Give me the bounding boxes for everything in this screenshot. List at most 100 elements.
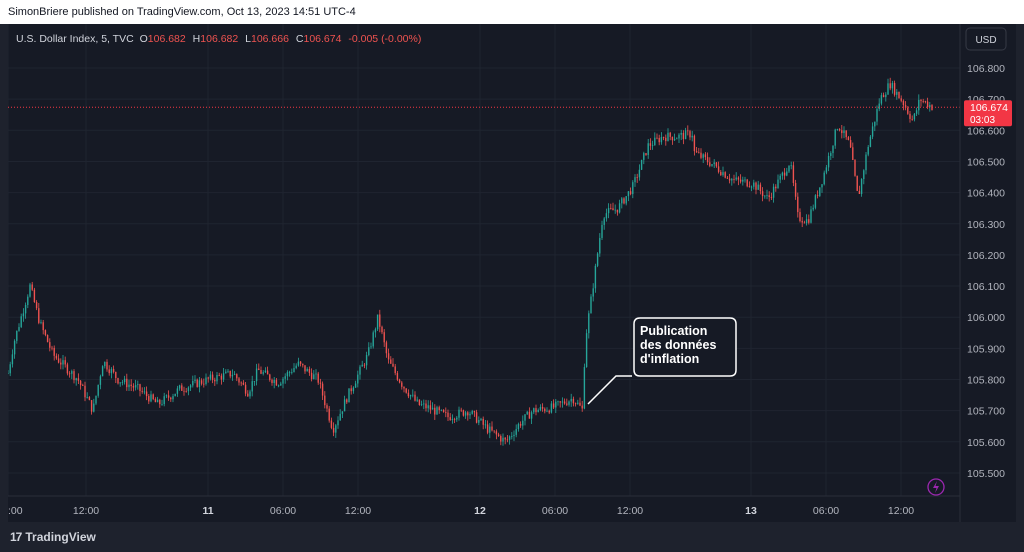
- x-tick-label: 06:00: [813, 505, 839, 517]
- candle-body: [68, 373, 71, 375]
- candle-body: [535, 408, 537, 413]
- candle-body: [643, 153, 645, 160]
- candle-body: [887, 83, 889, 95]
- candle-body: [720, 171, 722, 176]
- candle-body: [370, 346, 372, 348]
- candle-body: [783, 172, 786, 176]
- candle-body: [414, 394, 416, 401]
- candle-body: [742, 179, 744, 182]
- candle-body: [460, 409, 462, 411]
- candle-body: [544, 408, 546, 412]
- candle-body: [251, 381, 253, 392]
- y-tick-label: 106.100: [967, 281, 1005, 293]
- candle-body: [698, 152, 700, 154]
- candle-body: [511, 435, 513, 437]
- candle-body: [469, 413, 471, 416]
- candle-body: [11, 354, 14, 365]
- candle-body: [902, 100, 905, 106]
- candle-body: [821, 184, 823, 188]
- candle-body: [843, 130, 845, 134]
- candle-body: [313, 374, 315, 380]
- candle-body: [220, 375, 223, 380]
- candle-body: [735, 177, 737, 180]
- candle-body: [310, 372, 313, 380]
- candle-body: [205, 377, 207, 385]
- candle-body: [77, 378, 80, 381]
- lightning-icon[interactable]: [927, 478, 945, 496]
- candle-body: [772, 186, 775, 198]
- candle-body: [156, 399, 159, 403]
- candle-body: [418, 399, 421, 406]
- candle-body: [552, 403, 555, 408]
- candle-body: [810, 209, 812, 223]
- y-tick-label: 106.000: [967, 312, 1005, 324]
- candle-body: [152, 394, 154, 400]
- candle-body: [407, 392, 410, 397]
- candle-body: [726, 177, 729, 179]
- candle-body: [733, 179, 735, 180]
- tradingview-logo-icon: 17: [10, 530, 22, 544]
- candle-body: [559, 401, 561, 403]
- candle-body: [744, 179, 746, 181]
- candle-body: [73, 371, 75, 381]
- candle-body: [183, 390, 185, 392]
- candle-body: [797, 196, 799, 213]
- chart-area[interactable]: 105.500 105.600 105.700 105.800 105.900 106.0…: [7, 24, 1016, 522]
- candle-body: [280, 383, 282, 386]
- tradingview-logo[interactable]: 17 TradingView: [10, 530, 96, 544]
- candle-body: [645, 153, 647, 155]
- candle-body: [7, 373, 9, 375]
- candle-body: [376, 314, 379, 330]
- candle-body: [321, 383, 324, 396]
- candle-body: [82, 385, 84, 386]
- candle-body: [409, 395, 412, 397]
- candle-body: [491, 426, 493, 431]
- candle-body: [104, 361, 106, 367]
- candle-body: [913, 113, 916, 120]
- candle-body: [695, 151, 698, 153]
- candle-body: [123, 378, 126, 383]
- open-value: 106.682: [148, 33, 186, 45]
- candle-body: [302, 363, 304, 366]
- candle-body: [108, 369, 110, 374]
- candle-body: [240, 382, 242, 384]
- candle-body: [684, 130, 687, 140]
- candle-body: [203, 383, 205, 385]
- candle-body: [341, 411, 344, 414]
- candle-body: [464, 412, 467, 416]
- y-tick-label: 105.700: [967, 406, 1005, 418]
- candle-body: [396, 373, 399, 380]
- candle-body: [517, 424, 520, 430]
- candle-body: [66, 364, 69, 374]
- candle-body: [632, 182, 634, 195]
- candle-body: [403, 386, 405, 389]
- candle-body: [163, 396, 165, 405]
- candle-body: [874, 121, 876, 127]
- candle-body: [647, 143, 649, 155]
- currency-button[interactable]: USD: [965, 27, 1007, 51]
- callout-line-1: Publication: [640, 324, 707, 338]
- callout-line-2: des données: [640, 338, 716, 352]
- change-value: -0.005 (-0.00%): [348, 33, 421, 45]
- candle-body: [885, 94, 887, 98]
- x-tick-label: :00: [8, 505, 23, 517]
- candle-body: [192, 380, 194, 386]
- y-tick-label: 106.800: [967, 63, 1005, 75]
- candle-body: [42, 322, 44, 331]
- candle-body: [13, 340, 16, 355]
- x-tick-label: 12:00: [73, 505, 99, 517]
- candle-body: [200, 380, 203, 384]
- candle-body: [724, 172, 726, 178]
- x-tick-label: 06:00: [270, 505, 296, 517]
- candle-body: [178, 385, 181, 389]
- candle-body: [260, 369, 262, 374]
- candle-body: [308, 368, 311, 373]
- y-tick-label: 105.800: [967, 375, 1005, 387]
- inflation-callout: Publication des données d'inflation: [587, 317, 737, 405]
- candle-body: [676, 138, 678, 140]
- x-tick-label: 11: [202, 505, 213, 517]
- candlestick-chart[interactable]: 105.500 105.600 105.700 105.800 105.900 106.0…: [7, 24, 1016, 522]
- x-tick-label: 06:00: [542, 505, 568, 517]
- candle-body: [90, 400, 93, 412]
- candle-body: [339, 413, 341, 421]
